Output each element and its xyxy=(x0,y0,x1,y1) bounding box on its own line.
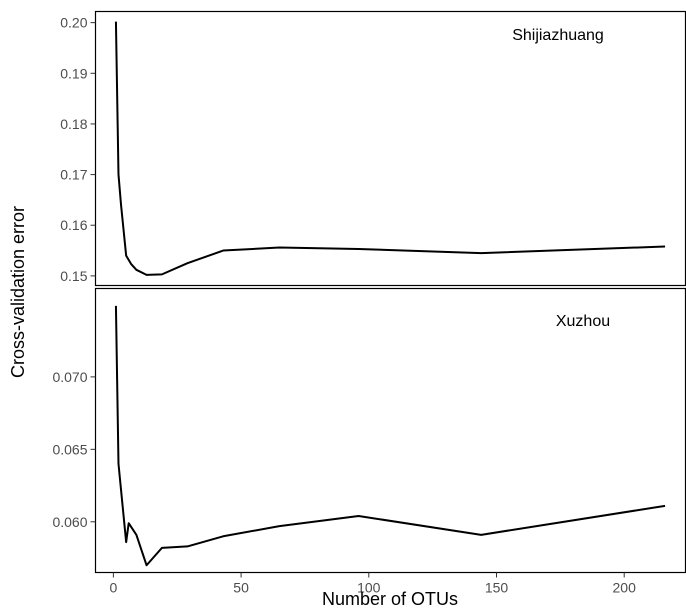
y-tick-label: 0.17 xyxy=(60,167,87,183)
x-tick-label: 0 xyxy=(109,580,117,596)
panel-xuzhou-y-axis: 0.060 0.065 0.070 xyxy=(52,369,96,530)
panel-label-xuzhou: Xuzhou xyxy=(556,313,610,330)
series-line-xuzhou xyxy=(114,305,666,567)
x-tick-label: 50 xyxy=(233,580,249,596)
panel-shijiazhuang-border xyxy=(94,10,686,287)
y-tick-label: 0.16 xyxy=(60,217,87,233)
panel-shijiazhuang: Shijiazhuang 0.15 0.16 0.17 0.18 0.19 0.20 xyxy=(60,10,686,287)
y-tick-label: 0.18 xyxy=(60,116,87,132)
y-tick-label: 0.15 xyxy=(60,268,87,284)
panel-xuzhou-border xyxy=(94,287,686,574)
y-tick-label: 0.20 xyxy=(60,15,87,31)
y-tick-label: 0.070 xyxy=(52,369,87,385)
y-tick-label: 0.19 xyxy=(60,65,87,81)
x-tick-label: 100 xyxy=(357,580,381,596)
x-tick-label: 200 xyxy=(613,580,637,596)
y-tick-label: 0.065 xyxy=(52,441,87,457)
x-tick-label: 150 xyxy=(485,580,509,596)
x-axis: 0 50 100 150 200 xyxy=(109,572,637,596)
y-tick-label: 0.060 xyxy=(52,514,87,530)
panel-xuzhou: Xuzhou 0.060 0.065 0.070 xyxy=(52,287,686,574)
y-axis-title: Cross-validation error xyxy=(8,206,28,378)
panel-shijiazhuang-y-axis: 0.15 0.16 0.17 0.18 0.19 0.20 xyxy=(60,15,96,284)
x-axis-title: Number of OTUs xyxy=(322,589,458,609)
panel-label-shijiazhuang: Shijiazhuang xyxy=(512,27,604,44)
series-line-shijiazhuang xyxy=(114,21,666,276)
